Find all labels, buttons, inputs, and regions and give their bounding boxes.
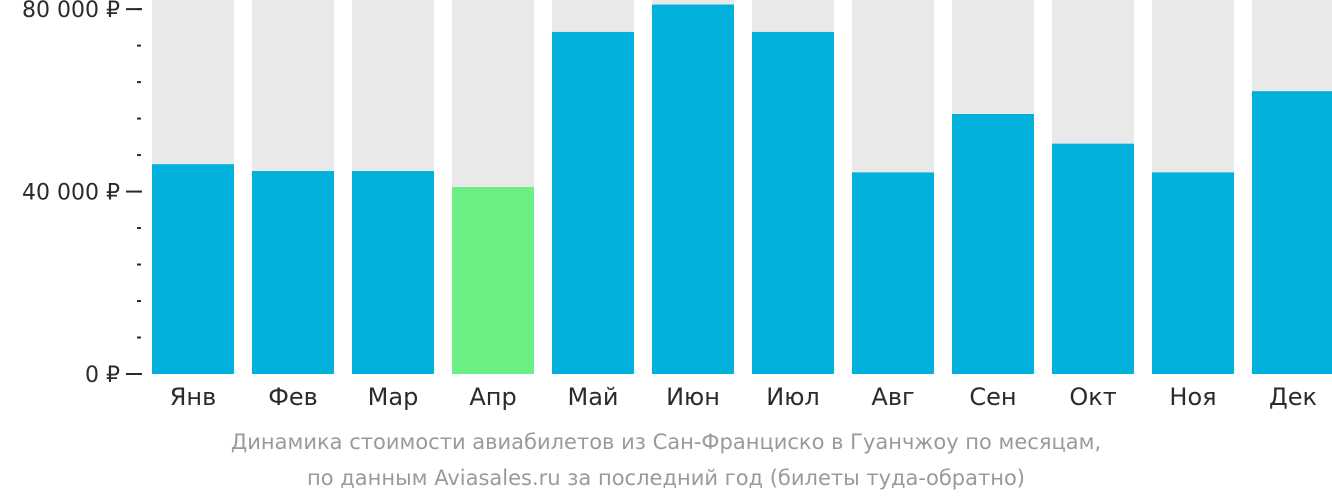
y-tick-label: 80 000 ₽ [22, 0, 120, 23]
bar-3[interactable] [352, 171, 434, 374]
month-label: Май [567, 383, 618, 411]
y-tick-label: 0 ₽ [85, 363, 120, 388]
price-bar-chart: 0 ₽ 40 000 ₽ 80 000 ₽ Янв Фев Мар Апр Май Июн Ию… [22, 0, 1332, 411]
bar-11[interactable] [1152, 172, 1234, 374]
bar-8[interactable] [852, 172, 934, 374]
bar-10[interactable] [1052, 143, 1134, 374]
bar-12[interactable] [1252, 91, 1332, 374]
month-label: Окт [1069, 383, 1116, 411]
y-axis: 0 ₽ 40 000 ₽ 80 000 ₽ [22, 0, 142, 388]
bar-5[interactable] [552, 31, 634, 375]
chart-caption-line-2: по данным Aviasales.ru за последний год … [307, 466, 1025, 490]
month-label: Дек [1269, 383, 1317, 411]
month-label: Фев [268, 383, 318, 411]
month-label: Мар [368, 383, 419, 411]
x-axis-labels: Янв Фев Мар Апр Май Июн Июл Авг Сен Окт Ноя Дек [170, 383, 1317, 411]
bar-4[interactable] [452, 187, 534, 374]
month-label: Апр [469, 383, 516, 411]
month-label: Июн [666, 383, 720, 411]
y-tick-label: 40 000 ₽ [22, 181, 120, 206]
month-label: Янв [170, 383, 217, 411]
bar-2[interactable] [252, 171, 334, 374]
month-label: Авг [871, 383, 914, 411]
bar-7[interactable] [752, 31, 834, 375]
chart-caption-line-1: Динамика стоимости авиабилетов из Сан-Фр… [230, 430, 1102, 454]
bar-1[interactable] [152, 164, 234, 374]
month-label: Июл [766, 383, 820, 411]
data-bars [152, 4, 1332, 375]
bar-9[interactable] [952, 114, 1034, 375]
bar-6[interactable] [652, 4, 734, 375]
month-label: Ноя [1169, 383, 1216, 411]
month-label: Сен [969, 383, 1016, 411]
